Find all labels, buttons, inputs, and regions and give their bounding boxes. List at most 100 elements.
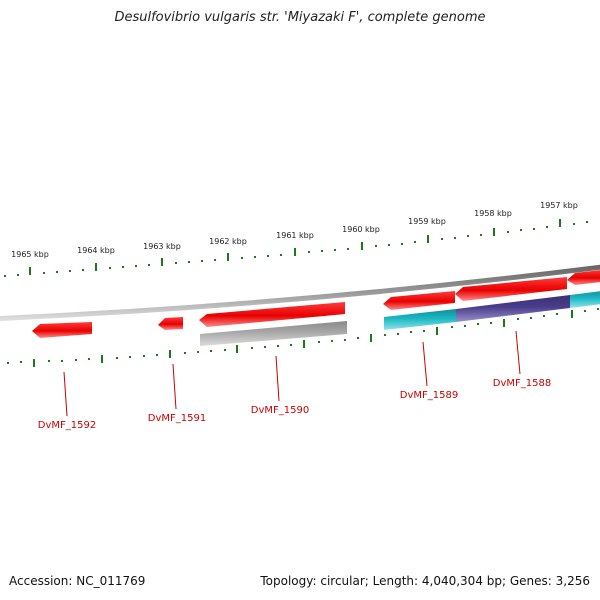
gene-label: DvMF_1591 [148, 413, 206, 424]
ruler-dot [188, 261, 190, 263]
ruler-label: 1961 kbp [276, 231, 314, 240]
ruler-dot [267, 255, 269, 257]
feature-cyan-1589 [384, 309, 456, 330]
ruler-dot [264, 346, 266, 348]
genome-title: Desulfovibrio vulgaris str. 'Miyazaki F'… [114, 10, 486, 25]
label-leaders [63, 330, 521, 417]
ruler-dot [357, 337, 359, 339]
ruler-dot [224, 349, 226, 351]
ruler-dot [4, 275, 6, 277]
gene-arrow-1591 [158, 317, 183, 330]
ruler-dot [308, 251, 310, 253]
ruler-dot [280, 254, 282, 256]
ruler-label: 1960 kbp [342, 225, 380, 234]
feature-cyan-right [570, 291, 600, 308]
ruler-dot [546, 226, 548, 228]
ruler-dot [122, 266, 124, 268]
genome-summary-text: Topology: circular; Length: 4,040,304 bp… [260, 574, 590, 588]
ruler-dot [344, 339, 346, 341]
ruler-label: 1964 kbp [77, 246, 115, 255]
ruler-dot [148, 264, 150, 266]
ruler-dot [480, 234, 482, 236]
feature-purple-1588 [456, 295, 570, 322]
gene-label: DvMF_1588 [493, 378, 551, 389]
ruler-dot [556, 313, 558, 315]
leader-line [515, 330, 521, 375]
ruler-label: 1957 kbp [540, 201, 578, 210]
ruler-dot [441, 238, 443, 240]
ruler-dot [573, 223, 575, 225]
ruler-dot [451, 326, 453, 328]
ruler-dot [334, 249, 336, 251]
gene-arrow-right [567, 270, 600, 285]
ruler-dot [520, 229, 522, 231]
ruler-dot [48, 360, 50, 362]
ruler-dot [17, 274, 19, 276]
ruler-dot [401, 243, 403, 245]
ruler-dot [454, 237, 456, 239]
lower-ruler-ticks [33, 310, 573, 367]
ruler-dot [254, 256, 256, 258]
ruler-dot [43, 272, 45, 274]
ruler-dot [210, 350, 212, 352]
feature-track [200, 291, 600, 346]
ruler-dot [318, 341, 320, 343]
ruler-label: 1959 kbp [408, 217, 446, 226]
ruler-dot [129, 356, 131, 358]
ruler-dot [7, 362, 9, 364]
ruler-dot [517, 318, 519, 320]
ruler-dot [290, 344, 292, 346]
ruler-label: 1963 kbp [143, 242, 181, 251]
ruler-dot [241, 257, 243, 259]
ruler-dot [533, 228, 535, 230]
leader-line [422, 341, 428, 387]
ruler-label: 1958 kbp [474, 209, 512, 218]
ruler-dot [530, 317, 532, 319]
ruler-dot [116, 357, 118, 359]
ruler-dot [75, 359, 77, 361]
ruler-dot [201, 260, 203, 262]
ruler-dot [375, 245, 377, 247]
ruler-dot [467, 235, 469, 237]
ruler-dot [214, 259, 216, 261]
ruler-dot [597, 308, 599, 310]
ruler-dot [423, 330, 425, 332]
feature-gray-1590 [200, 321, 347, 346]
ruler-dot [586, 221, 588, 223]
upper-ruler [4, 221, 588, 277]
ruler-dot [143, 355, 145, 357]
ruler-dot [490, 322, 492, 324]
ruler-dot [321, 250, 323, 252]
ruler-dot [197, 351, 199, 353]
ruler-label: 1965 kbp [11, 250, 49, 259]
ruler-dot [543, 315, 545, 317]
gene-label: DvMF_1590 [251, 405, 309, 416]
ruler-dot [109, 267, 111, 269]
ruler-dot [277, 345, 279, 347]
ruler-dot [331, 340, 333, 342]
ruler-dot [184, 352, 186, 354]
leader-line [275, 355, 280, 402]
ruler-dot [156, 354, 158, 356]
ruler-dot [69, 270, 71, 272]
genome-backbone [0, 264, 600, 322]
ruler-dot [384, 334, 386, 336]
cds-track [32, 270, 600, 338]
ruler-dot [82, 269, 84, 271]
gene-labels: DvMF_1592 DvMF_1591 DvMF_1590 DvMF_1589 … [38, 378, 551, 431]
ruler-dot [61, 360, 63, 362]
gene-arrow-1592 [32, 322, 92, 338]
ruler-dot [251, 347, 253, 349]
ruler-dot [584, 310, 586, 312]
ruler-dot [347, 248, 349, 250]
gene-arrow-1589 [383, 291, 455, 310]
ruler-label: 1962 kbp [209, 237, 247, 246]
leader-line [172, 363, 177, 410]
ruler-dot [175, 262, 177, 264]
ruler-dot [477, 323, 479, 325]
gene-label: DvMF_1589 [400, 390, 458, 401]
leader-line [63, 371, 68, 417]
lower-ruler [7, 308, 599, 364]
ruler-dot [397, 333, 399, 335]
